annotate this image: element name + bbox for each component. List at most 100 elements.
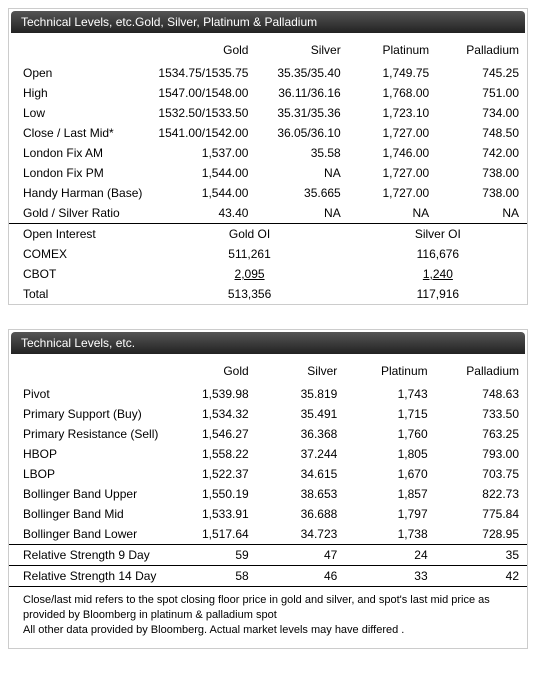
- table-row: Pivot1,539.9835.8191,743748.63: [9, 384, 527, 404]
- cell: 1,797: [345, 504, 435, 524]
- row-label: Primary Support (Buy): [9, 404, 166, 424]
- cell: 1,723.10: [349, 103, 437, 123]
- row-label: LBOP: [9, 464, 166, 484]
- panel-prices-title: Technical Levels, etc.Gold, Silver, Plat…: [11, 11, 525, 33]
- cell: 58: [166, 566, 256, 587]
- col-palladium-2: Palladium: [436, 356, 527, 384]
- panel-prices: Technical Levels, etc.Gold, Silver, Plat…: [8, 8, 528, 305]
- cell: 745.25: [437, 63, 527, 83]
- cell: 793.00: [436, 444, 527, 464]
- panel-technicals-title: Technical Levels, etc.: [11, 332, 525, 354]
- col-platinum-2: Platinum: [345, 356, 435, 384]
- cell: 36.688: [257, 504, 346, 524]
- row-label: Low: [9, 103, 150, 123]
- cell: 738.00: [437, 183, 527, 203]
- technicals-header-row: Gold Silver Platinum Palladium: [9, 356, 527, 384]
- cell: 24: [345, 545, 435, 566]
- cell: 1,522.37: [166, 464, 256, 484]
- cell: 117,916: [349, 284, 527, 304]
- cell: 1,738: [345, 524, 435, 545]
- table-row: London Fix PM1,544.00NA1,727.00738.00: [9, 163, 527, 183]
- cell: 742.00: [437, 143, 527, 163]
- cell: 35.35/35.40: [256, 63, 348, 83]
- row-label: Primary Resistance (Sell): [9, 424, 166, 444]
- cell: 751.00: [437, 83, 527, 103]
- panel-technicals: Technical Levels, etc. Gold Silver Plati…: [8, 329, 528, 649]
- cell: NA: [256, 203, 348, 224]
- cell: 46: [257, 566, 346, 587]
- table-row: Gold / Silver Ratio43.40NANANA: [9, 203, 527, 224]
- oi-gold-header: Gold OI: [150, 224, 348, 245]
- col-gold-2: Gold: [166, 356, 256, 384]
- cell: 1,537.00: [150, 143, 256, 163]
- cell: 738.00: [437, 163, 527, 183]
- cell: 728.95: [436, 524, 527, 545]
- row-label: Close / Last Mid*: [9, 123, 150, 143]
- cell: 1,746.00: [349, 143, 437, 163]
- row-label: Bollinger Band Lower: [9, 524, 166, 545]
- table-row: COMEX511,261116,676: [9, 244, 527, 264]
- col-silver-2: Silver: [257, 356, 346, 384]
- row-label: HBOP: [9, 444, 166, 464]
- table-row: High1547.00/1548.0036.11/36.161,768.0075…: [9, 83, 527, 103]
- cell: 47: [257, 545, 346, 566]
- cell: 35.665: [256, 183, 348, 203]
- cell: 35.491: [257, 404, 346, 424]
- cell: 1,533.91: [166, 504, 256, 524]
- cell: 1,534.32: [166, 404, 256, 424]
- cell: 36.11/36.16: [256, 83, 348, 103]
- cell: 42: [436, 566, 527, 587]
- cell: 775.84: [436, 504, 527, 524]
- footnote-line-2: All other data provided by Bloomberg. Ac…: [23, 623, 513, 638]
- cell: 34.615: [257, 464, 346, 484]
- table-row: Primary Resistance (Sell)1,546.2736.3681…: [9, 424, 527, 444]
- table-row: Close / Last Mid*1541.00/1542.0036.05/36…: [9, 123, 527, 143]
- table-row: Bollinger Band Mid1,533.9136.6881,797775…: [9, 504, 527, 524]
- row-label: Bollinger Band Upper: [9, 484, 166, 504]
- cell: 1,544.00: [150, 183, 256, 203]
- table-row: Relative Strength 9 Day59472435: [9, 545, 527, 566]
- row-label: Total: [9, 284, 150, 304]
- table-row: Primary Support (Buy)1,534.3235.4911,715…: [9, 404, 527, 424]
- cell: 733.50: [436, 404, 527, 424]
- oi-label: Open Interest: [9, 224, 150, 245]
- footnote-line-1: Close/last mid refers to the spot closin…: [23, 593, 513, 623]
- table-row: Handy Harman (Base)1,544.0035.6651,727.0…: [9, 183, 527, 203]
- cell: 1,805: [345, 444, 435, 464]
- cell: 1,240: [349, 264, 527, 284]
- cell: 822.73: [436, 484, 527, 504]
- table-row: HBOP1,558.2237.2441,805793.00: [9, 444, 527, 464]
- footnote-block: Close/last mid refers to the spot closin…: [9, 587, 527, 648]
- prices-header-row: Gold Silver Platinum Palladium: [9, 35, 527, 63]
- cell: 59: [166, 545, 256, 566]
- col-platinum: Platinum: [349, 35, 437, 63]
- table-row: Bollinger Band Upper1,550.1938.6531,8578…: [9, 484, 527, 504]
- row-label: CBOT: [9, 264, 150, 284]
- cell: 1547.00/1548.00: [150, 83, 256, 103]
- row-label: High: [9, 83, 150, 103]
- cell: NA: [349, 203, 437, 224]
- table-row: Relative Strength 14 Day58463342: [9, 566, 527, 587]
- col-gold: Gold: [150, 35, 256, 63]
- cell: NA: [256, 163, 348, 183]
- oi-header-row: Open Interest Gold OI Silver OI: [9, 224, 527, 245]
- prices-table: Gold Silver Platinum Palladium Open1534.…: [9, 35, 527, 304]
- cell: 34.723: [257, 524, 346, 545]
- cell: 37.244: [257, 444, 346, 464]
- cell: 35.58: [256, 143, 348, 163]
- table-row: Open1534.75/1535.7535.35/35.401,749.7574…: [9, 63, 527, 83]
- cell: 2,095: [150, 264, 348, 284]
- cell: 734.00: [437, 103, 527, 123]
- cell: 43.40: [150, 203, 256, 224]
- row-label: London Fix PM: [9, 163, 150, 183]
- cell: 35.819: [257, 384, 346, 404]
- cell: 1,558.22: [166, 444, 256, 464]
- cell: NA: [437, 203, 527, 224]
- cell: 748.50: [437, 123, 527, 143]
- cell: 1,727.00: [349, 123, 437, 143]
- technicals-table: Gold Silver Platinum Palladium Pivot1,53…: [9, 356, 527, 587]
- cell: 1,539.98: [166, 384, 256, 404]
- table-row: London Fix AM1,537.0035.581,746.00742.00: [9, 143, 527, 163]
- cell: 1,727.00: [349, 163, 437, 183]
- table-row: Low1532.50/1533.5035.31/35.361,723.10734…: [9, 103, 527, 123]
